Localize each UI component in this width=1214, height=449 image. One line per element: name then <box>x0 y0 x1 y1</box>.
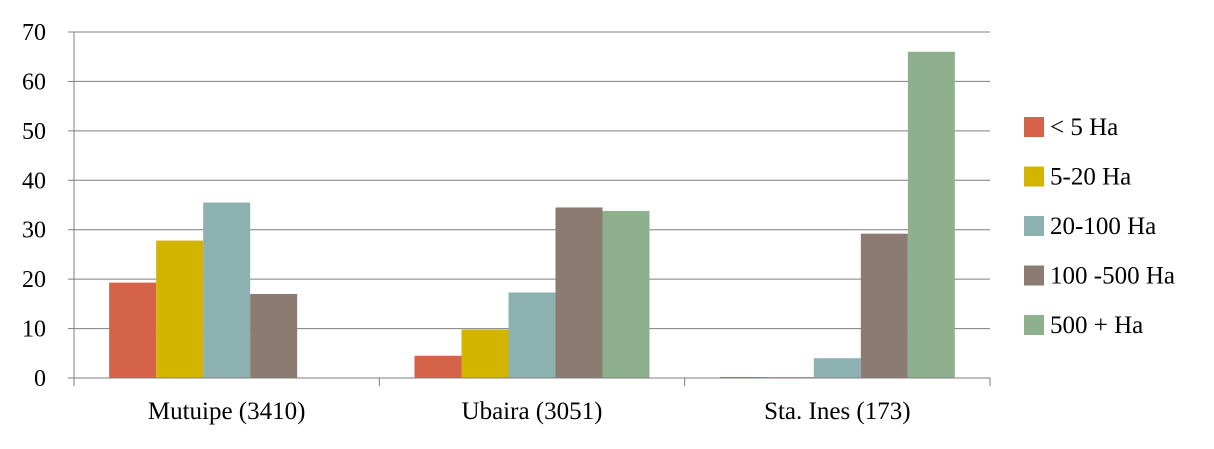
bar <box>203 202 251 378</box>
bar <box>813 358 861 378</box>
bar <box>508 292 556 378</box>
y-tick-label: 10 <box>22 317 46 343</box>
bar <box>860 233 908 378</box>
bar <box>555 207 603 378</box>
bars <box>109 51 955 379</box>
legend-label: 500 + Ha <box>1050 312 1143 339</box>
x-category-label: Sta. Ines (173) <box>764 398 911 425</box>
legend-swatch <box>1024 117 1044 137</box>
bar <box>602 210 650 378</box>
legend-swatch <box>1024 265 1044 286</box>
y-tick-label: 20 <box>22 267 46 293</box>
legend-swatch <box>1024 166 1044 187</box>
y-tick-label: 30 <box>22 218 46 244</box>
legend-label: 5-20 Ha <box>1050 164 1131 191</box>
bar <box>907 51 955 379</box>
legend: < 5 Ha 5-20 Ha 20-100 Ha 100 -500 Ha 500 + H… <box>1024 114 1175 339</box>
legend-label: 100 -500 Ha <box>1050 263 1175 290</box>
bar <box>109 282 157 378</box>
y-tick-label: 50 <box>22 119 46 145</box>
bar <box>461 329 509 378</box>
y-tick-label: 40 <box>22 168 46 194</box>
legend-label: 20-100 Ha <box>1050 213 1156 240</box>
legend-swatch <box>1024 315 1044 335</box>
axes: 0 10 20 30 40 50 60 70 Mutuipe (3410) Ubaira (305… <box>22 20 991 425</box>
bar <box>156 240 204 378</box>
bar <box>414 355 462 378</box>
y-tick-label: 70 <box>22 20 46 46</box>
legend-swatch <box>1024 216 1044 236</box>
legend-label: < 5 Ha <box>1050 114 1118 141</box>
y-tick-label: 60 <box>22 69 46 95</box>
y-tick-label: 0 <box>34 366 46 392</box>
x-category-label: Ubaira (3051) <box>462 398 603 425</box>
x-category-label: Mutuipe (3410) <box>148 398 306 425</box>
bar <box>250 293 298 378</box>
